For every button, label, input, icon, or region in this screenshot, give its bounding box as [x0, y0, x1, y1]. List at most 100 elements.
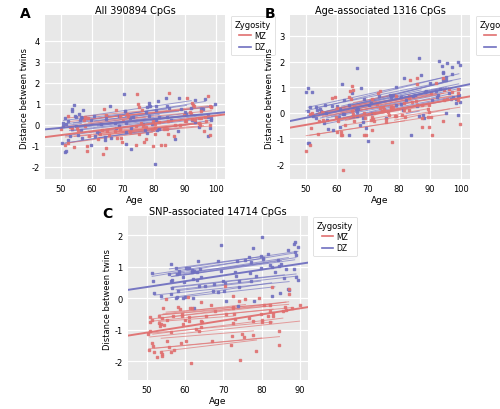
Point	[68, 126, 76, 133]
Point	[406, 132, 414, 139]
Point	[330, 127, 338, 134]
Point	[102, 114, 110, 120]
Point	[415, 114, 423, 120]
Point	[442, 111, 450, 117]
Point	[257, 310, 265, 317]
Point	[162, 126, 170, 133]
Point	[284, 291, 292, 297]
Point	[145, 347, 153, 354]
Point	[165, 90, 173, 97]
Point	[174, 128, 182, 135]
Point	[173, 272, 181, 278]
Point	[348, 109, 356, 115]
Point	[276, 290, 284, 296]
Point	[163, 317, 171, 324]
Point	[74, 111, 82, 118]
Point	[312, 104, 320, 110]
Point	[220, 288, 228, 294]
Point	[186, 110, 194, 117]
Point	[317, 108, 325, 115]
Point	[96, 131, 104, 137]
Point	[129, 115, 137, 121]
Point	[106, 132, 114, 139]
Point	[411, 92, 419, 99]
Point	[78, 135, 86, 142]
Point	[222, 283, 230, 290]
Point	[118, 140, 126, 146]
Point	[285, 287, 293, 293]
Point	[190, 103, 198, 110]
Point	[306, 126, 314, 132]
Point	[380, 109, 388, 115]
Point	[94, 137, 102, 143]
Point	[424, 106, 432, 113]
Point	[68, 106, 76, 112]
Point	[78, 115, 86, 122]
Point	[146, 314, 154, 320]
Point	[342, 123, 349, 129]
Point	[118, 118, 126, 124]
Point	[456, 63, 464, 69]
Point	[137, 120, 145, 126]
Point	[222, 297, 230, 304]
Point	[256, 265, 264, 271]
Point	[304, 86, 312, 92]
X-axis label: Age: Age	[209, 396, 226, 405]
Point	[164, 344, 172, 351]
Point	[234, 298, 242, 305]
Point	[182, 112, 190, 118]
Point	[200, 128, 207, 135]
Point	[255, 295, 263, 301]
Point	[417, 72, 425, 79]
Point	[74, 126, 82, 132]
Point	[111, 128, 119, 135]
Point	[155, 114, 163, 121]
Point	[190, 118, 198, 124]
Point	[182, 294, 190, 300]
Point	[368, 127, 376, 133]
Point	[182, 338, 190, 345]
Point	[216, 242, 224, 249]
Point	[282, 307, 290, 314]
Point	[418, 102, 426, 109]
Point	[206, 104, 214, 111]
Point	[260, 302, 268, 309]
Point	[192, 119, 200, 126]
Point	[304, 108, 312, 115]
Point	[246, 270, 254, 277]
Point	[274, 257, 282, 263]
Point	[188, 100, 196, 107]
Point	[162, 142, 170, 148]
Point	[245, 254, 253, 261]
Y-axis label: Distance between twins: Distance between twins	[20, 48, 29, 148]
Point	[196, 283, 203, 289]
Point	[370, 111, 378, 117]
Point	[170, 347, 177, 353]
Point	[190, 276, 198, 282]
Point	[404, 95, 412, 102]
Point	[345, 133, 353, 139]
Point	[347, 97, 355, 103]
Point	[190, 306, 198, 312]
Point	[152, 108, 160, 114]
Point	[168, 277, 176, 283]
Point	[266, 302, 274, 309]
Point	[146, 103, 154, 110]
Point	[258, 319, 266, 326]
Point	[413, 75, 421, 82]
Point	[181, 118, 189, 125]
Point	[228, 293, 236, 299]
Text: B: B	[265, 7, 276, 20]
Point	[102, 146, 110, 152]
Point	[434, 58, 442, 65]
Point	[102, 113, 110, 119]
Point	[64, 113, 72, 120]
Point	[140, 121, 147, 128]
Point	[434, 92, 442, 99]
Point	[378, 108, 386, 115]
Point	[140, 127, 148, 134]
Point	[127, 126, 135, 132]
Point	[144, 101, 152, 107]
Point	[58, 126, 66, 133]
Point	[266, 263, 274, 269]
